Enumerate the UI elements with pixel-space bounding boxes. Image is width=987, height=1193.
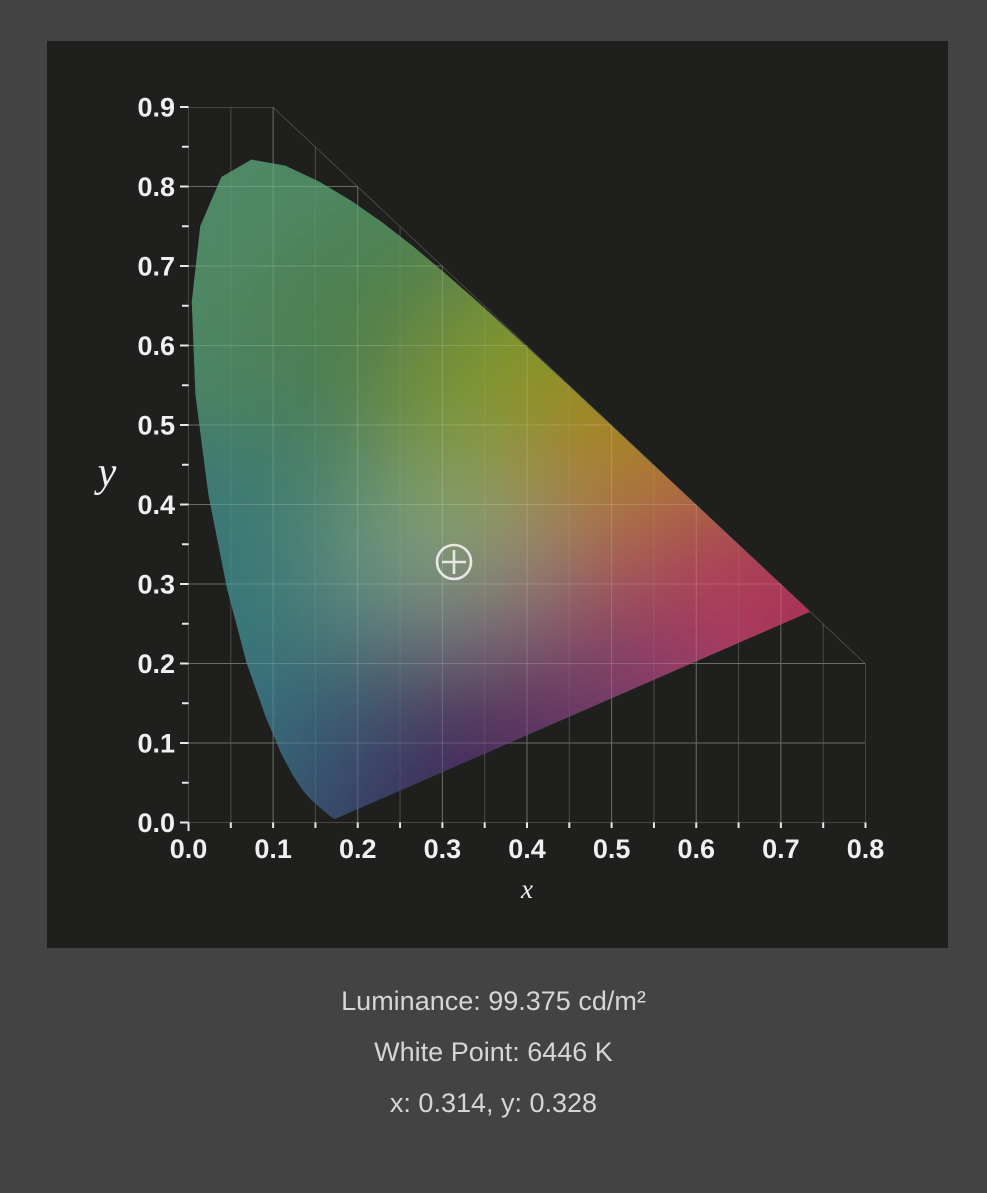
svg-text:0.0: 0.0 — [170, 834, 208, 864]
svg-text:0.3: 0.3 — [424, 834, 462, 864]
svg-text:0.1: 0.1 — [137, 729, 175, 759]
svg-text:x: x — [520, 874, 533, 904]
svg-text:0.7: 0.7 — [762, 834, 800, 864]
svg-text:0.8: 0.8 — [137, 172, 175, 202]
svg-text:0.6: 0.6 — [677, 834, 715, 864]
svg-text:0.8: 0.8 — [847, 834, 885, 864]
svg-text:0.2: 0.2 — [339, 834, 377, 864]
svg-text:0.7: 0.7 — [137, 252, 175, 282]
svg-text:0.4: 0.4 — [137, 490, 175, 520]
svg-text:0.4: 0.4 — [508, 834, 546, 864]
svg-text:0.5: 0.5 — [137, 411, 175, 441]
svg-text:0.3: 0.3 — [137, 570, 175, 600]
svg-text:0.2: 0.2 — [137, 649, 175, 679]
svg-text:0.9: 0.9 — [137, 93, 175, 123]
svg-text:0.6: 0.6 — [137, 331, 175, 361]
svg-text:0.5: 0.5 — [593, 834, 631, 864]
svg-text:0.1: 0.1 — [254, 834, 292, 864]
svg-text:y: y — [94, 450, 117, 496]
